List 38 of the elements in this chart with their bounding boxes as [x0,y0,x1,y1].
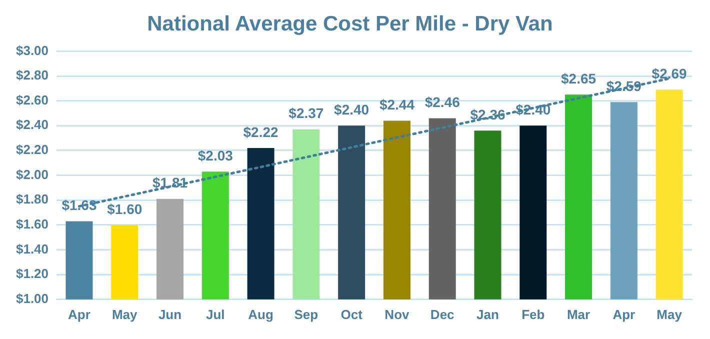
data-label: $2.44 [379,96,415,113]
chart-title: National Average Cost Per Mile - Dry Van [147,12,553,36]
x-tick-label: Sep [294,306,318,322]
y-tick-label: $1.40 [16,241,49,256]
data-label: $2.46 [424,94,460,110]
x-tick-label: Apr [68,306,90,322]
x-tick-label: Jan [476,306,499,322]
x-tick-label: May [656,306,683,322]
y-tick-label: $1.00 [16,290,49,306]
y-tick-label: $3.00 [16,42,49,58]
x-tick-label: Dec [430,306,454,322]
y-tick-label: $1.60 [16,216,49,232]
data-label: $2.36 [470,106,506,122]
y-tick-label: $1.80 [16,192,49,207]
data-label: $2.03 [198,147,234,164]
data-label: $1.63 [62,197,97,214]
x-tick-label: Oct [340,306,364,322]
y-tick-label: $1.20 [16,266,49,282]
data-label: $1.81 [152,174,188,191]
data-label: $2.69 [652,66,688,82]
x-tick-label: Nov [384,306,410,322]
x-tick-label: Jul [206,306,225,322]
data-label: $2.65 [561,70,596,86]
x-tick-label: May [112,306,138,322]
x-tick-label: Aug [248,306,274,322]
x-tick-label: Jun [158,306,182,322]
data-label: $1.60 [107,200,142,217]
data-label: $2.37 [288,105,324,122]
x-tick-label: Apr [612,306,636,322]
y-tick-label: $2.40 [16,117,49,132]
y-tick-label: $2.60 [16,92,49,108]
y-tick-label: $2.20 [16,142,49,158]
y-tick-label: $2.80 [16,68,49,83]
data-label: $2.22 [243,124,279,140]
x-tick-label: Mar [566,306,590,322]
y-tick-label: $2.00 [16,166,49,182]
x-tick-label: Feb [522,306,545,322]
data-label: $2.40 [334,102,370,118]
